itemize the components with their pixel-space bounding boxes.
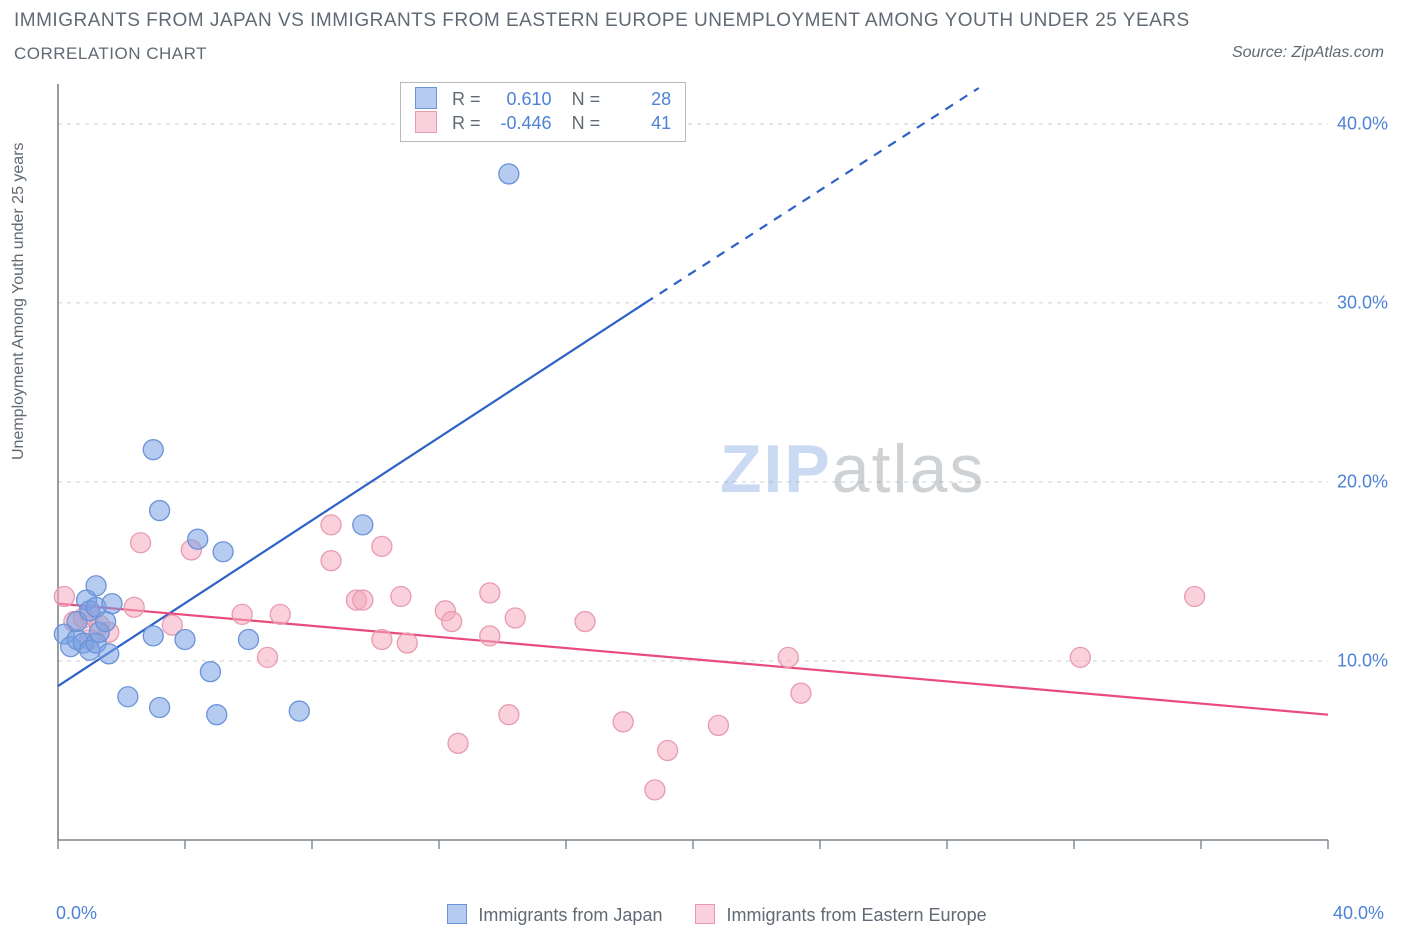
r-value-b: -0.446 [486, 111, 552, 135]
y-axis-label: Unemployment Among Youth under 25 years [10, 142, 28, 460]
stats-row-a: R = 0.610 N = 28 [415, 87, 671, 111]
y-tick-label: 20.0% [1337, 471, 1388, 492]
stats-row-b: R = -0.446 N = 41 [415, 111, 671, 135]
y-tick-label: 10.0% [1337, 650, 1388, 671]
chart-subtitle: CORRELATION CHART [14, 44, 207, 64]
y-tick-label: 40.0% [1337, 113, 1388, 134]
legend-label-a: Immigrants from Japan [478, 905, 662, 925]
x-legend: Immigrants from Japan Immigrants from Ea… [0, 904, 1406, 926]
n-value-b: 41 [605, 111, 671, 135]
n-label-a: N = [572, 89, 601, 109]
n-value-a: 28 [605, 87, 671, 111]
r-label-a: R = [452, 89, 481, 109]
plot-area [48, 78, 1388, 878]
legend-swatch-a-2 [447, 904, 467, 924]
legend-swatch-a [415, 87, 437, 109]
source-label: Source: ZipAtlas.com [1232, 44, 1384, 62]
legend-swatch-b [415, 111, 437, 133]
legend-label-b: Immigrants from Eastern Europe [727, 905, 987, 925]
n-label-b: N = [572, 113, 601, 133]
y-tick-label: 30.0% [1337, 292, 1388, 313]
stats-box: R = 0.610 N = 28 R = -0.446 N = 41 [400, 82, 686, 142]
r-label-b: R = [452, 113, 481, 133]
r-value-a: 0.610 [486, 87, 552, 111]
chart-title: IMMIGRANTS FROM JAPAN VS IMMIGRANTS FROM… [14, 10, 1190, 32]
chart-root: IMMIGRANTS FROM JAPAN VS IMMIGRANTS FROM… [0, 0, 1406, 930]
chart-svg [48, 78, 1388, 878]
legend-swatch-b-2 [695, 904, 715, 924]
